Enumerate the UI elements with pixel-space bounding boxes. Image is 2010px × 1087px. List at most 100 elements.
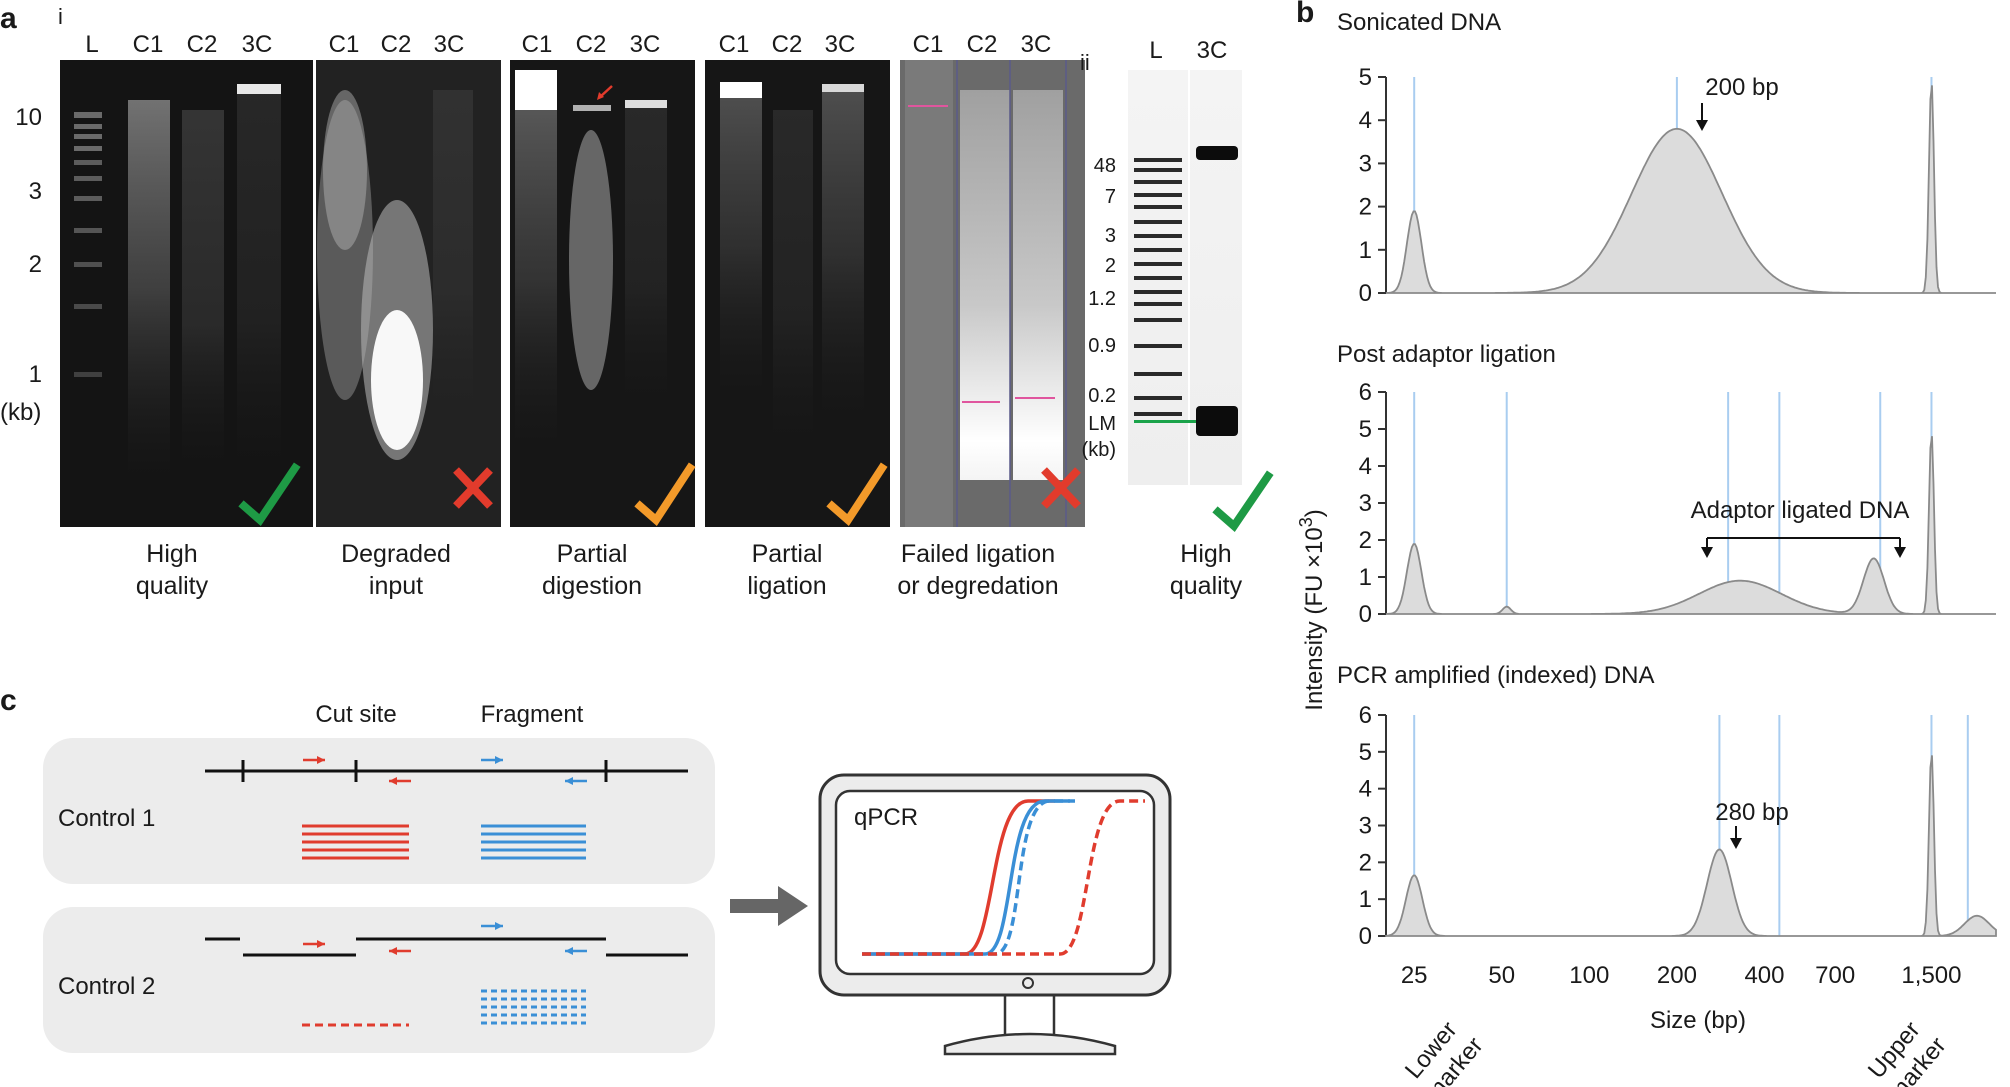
control2-box [43,907,715,1053]
y-tick-label: 1 [1359,564,1372,591]
x-tick-label: 25 [1401,962,1428,989]
gel3-lane-3C: 3C [630,31,661,58]
y-axis-label: Intensity (FU ×103) [1296,509,1328,710]
gel4-lane-C2: C2 [772,31,803,58]
y-tick-label: 2 [1359,527,1372,554]
cross-red-icon [453,467,493,509]
gel-lane-smear [317,100,373,400]
gel1-lane-L: L [85,31,98,58]
x-tick-label: 50 [1488,962,1515,989]
gel-band [573,105,611,111]
gel5-lane-C1: C1 [913,31,944,58]
gel-lane-smear [237,94,281,474]
x-tick-label: 1,500 [1901,962,1961,989]
plot3-title: PCR amplified (indexed) DNA [1337,662,1654,689]
gel-band [515,70,557,110]
panel-a-sub-i: i [58,4,63,29]
x-tick-label: 100 [1569,962,1609,989]
gel-lane-smear [569,130,613,390]
qpcr-curves [862,799,1145,956]
gel-lane-smear [625,108,667,408]
panel-b-chart: Sonicated DNA Post adaptor ligation PCR … [1296,9,1997,1087]
right-arrow-icon [730,886,808,926]
ladder-lane [74,112,102,377]
control1-background [43,738,715,884]
tape-tick-LM: LM [1088,413,1116,435]
electropherogram-plots: 0 1 2 3 4 5 0 1 2 3 4 5 6 0 1 2 3 4 5 6 [1359,64,1997,950]
gel-lane-bright [1013,90,1063,480]
tape-caption-1: High [1180,540,1231,568]
gel5-caption-2: or degredation [897,572,1058,600]
gel-lane-smear [720,98,762,398]
tape-tick-48: 48 [1094,155,1116,177]
gel2-lane-C1: C1 [329,31,360,58]
monitor-screen [834,789,1156,976]
gel2-lane-C2: C2 [381,31,412,58]
control1-label: Control 1 [58,805,155,832]
kb-unit: (kb) [0,399,41,426]
gel2-lane-3C: 3C [434,31,465,58]
y-tick-label: 3 [1359,813,1372,840]
electropherogram-trace [1385,85,1996,294]
kb-tick-3: 3 [29,178,42,205]
amplicon-lines-red [302,824,409,860]
gel-lane-smear [822,92,864,422]
y-tick-label: 0 [1359,923,1372,950]
lower-marker-label: Lower marker [1400,1016,1489,1087]
panel-b-label: b [1296,0,1314,29]
x-axis-label: Size (bp) [1650,1007,1746,1034]
gel-partial-digestion [510,60,696,527]
y-tick-label: 2 [1359,194,1372,221]
cross-red-icon [1041,467,1081,509]
control2-label: Control 2 [58,973,155,1000]
gel3-lane-C1: C1 [522,31,553,58]
check-orange-icon [634,462,696,527]
annotation-arrowhead [1730,838,1742,849]
gel1-caption-1: High [146,540,197,568]
gel2-caption-1: Degraded [341,540,451,568]
gel3-caption-1: Partial [557,540,628,568]
x-axis-ticks: 25 50 100 200 400 700 1,500 [1401,962,1962,989]
gel-lane-glow [371,310,423,450]
panel-a-sub-ii: ii [1080,50,1090,75]
check-green-icon [238,462,301,527]
electropherogram-trace [1385,755,1997,937]
monitor-icon [818,773,1172,1056]
fragment-label: Fragment [481,701,584,728]
tape-sample-band [1196,406,1238,436]
y-axis-label-main: Intensity (FU ×10 [1301,527,1328,710]
y-tick-label: 5 [1359,416,1372,443]
gel-high-quality [60,60,313,527]
svg-text:Intensity (FU ×103): Intensity (FU ×103) [1296,509,1328,710]
amplicon-lines-blue-dashed [481,989,586,1025]
check-orange-icon [826,462,888,527]
y-tick-label: 4 [1359,776,1372,803]
annotation-arrowhead [1696,120,1708,131]
upper-marker-label: Upper marker [1863,1016,1952,1087]
red-arrowhead-icon [597,92,604,100]
tape-tick-7: 7 [1105,186,1116,208]
gel-lane-bright [960,90,1010,480]
tape-lane-3C: 3C [1197,37,1228,64]
gel1-lane-3C: 3C [242,31,273,58]
control1-box [43,738,715,884]
amplicon-lines-blue [481,824,586,860]
annotation-arrowhead [1701,547,1713,558]
gel4-caption-2: ligation [747,572,826,600]
y-tick-label: 0 [1359,280,1372,307]
plot1-title: Sonicated DNA [1337,9,1501,36]
panel-a-label: a [0,2,17,35]
gel-band [625,100,667,108]
gel3-caption-2: digestion [542,572,642,600]
monitor-power-button [1022,977,1034,989]
y-tick-label: 1 [1359,886,1372,913]
gel2-caption-2: input [369,572,423,600]
primer-arrows [303,756,587,785]
tapestation-gel [1128,70,1274,532]
plot2-title: Post adaptor ligation [1337,341,1556,368]
gel-lane-smear [182,110,224,470]
gel-lane-smear [773,110,813,450]
gel5-caption-1: Failed ligation [901,540,1055,568]
y-axis-label-sup: 3 [1296,517,1316,527]
